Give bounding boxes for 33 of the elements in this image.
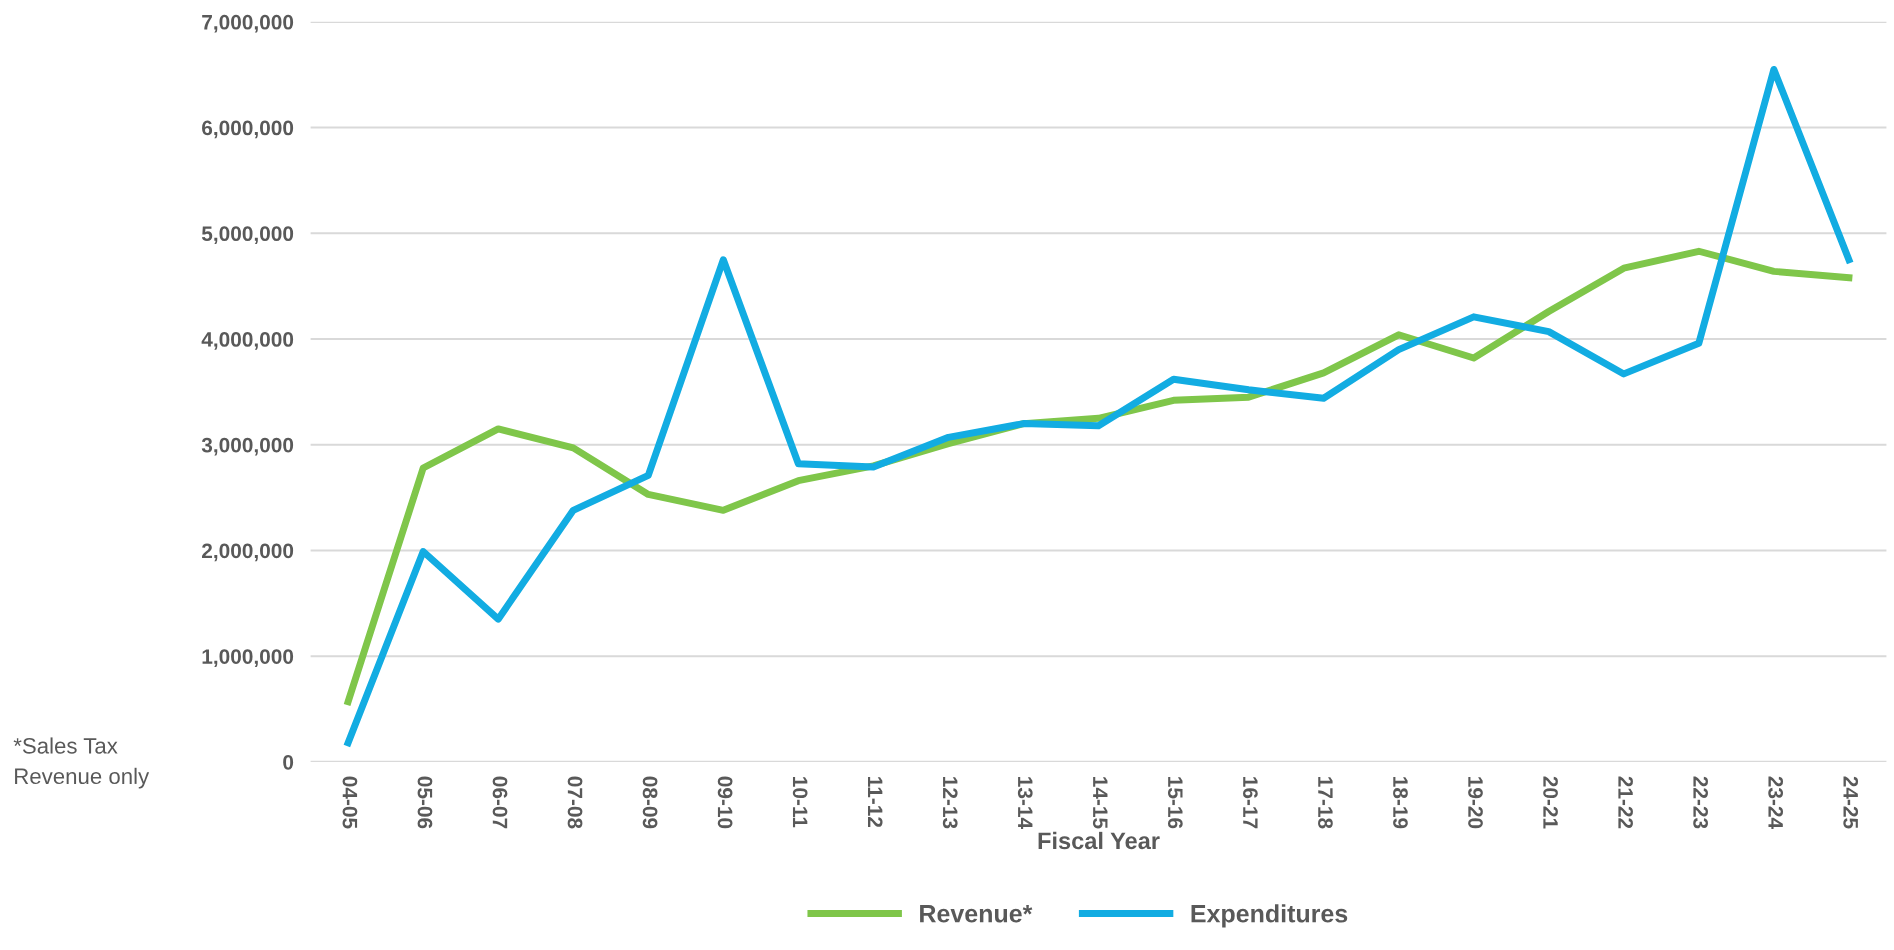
- x-tick-label: 17-18: [1318, 777, 1333, 829]
- text: *Sales Tax Revenue only: [13, 737, 150, 789]
- x-tick-label: 16-17: [1243, 777, 1258, 829]
- y-tick-label: 4,000,000: [201, 332, 294, 350]
- x-tick-label: 07-08: [567, 776, 583, 829]
- x-tick-label: 13-14: [1017, 777, 1033, 829]
- y-tick-label: 0: [283, 754, 294, 770]
- x-tick-label: 22-23: [1693, 776, 1708, 829]
- legend-label: Revenue*: [920, 905, 1033, 923]
- y-tick-label: 6,000,000: [202, 120, 294, 139]
- x-tick-label: 15-16: [1167, 777, 1183, 829]
- legend-label: Expenditures: [1191, 904, 1348, 928]
- x-tick-label: 21-22: [1618, 776, 1633, 829]
- x-tick-label: 19-20: [1468, 777, 1483, 829]
- x-tick-label: 05-06: [417, 776, 433, 829]
- x-tick-label: 14-15: [1092, 777, 1108, 829]
- y-tick-label: 3,000,000: [201, 437, 294, 456]
- x-tick-label: 23-24: [1768, 776, 1784, 829]
- y-tick-label: 5,000,000: [201, 226, 294, 245]
- x-tick-label: 10-11: [792, 777, 808, 828]
- x-tick-label: 20-21: [1543, 776, 1558, 829]
- x-tick-label: 09-10: [717, 776, 733, 829]
- y-tick-label: 7,000,000: [202, 14, 294, 33]
- x-tick-label: 04-05: [342, 776, 358, 829]
- x-tick-label: 18-19: [1393, 777, 1408, 829]
- x-tick-label: 08-09: [642, 776, 658, 829]
- x-tick-label: 06-07: [492, 776, 508, 829]
- x-tick-label: 24-25: [1843, 776, 1859, 829]
- y-tick-label: 2,000,000: [202, 543, 294, 562]
- y-tick-label: 1,000,000: [202, 649, 294, 667]
- x-tick-label: 12-13: [942, 777, 958, 829]
- x-axis-title: Fiscal Year: [1038, 831, 1160, 850]
- x-tick-label: 11-12: [868, 777, 883, 828]
